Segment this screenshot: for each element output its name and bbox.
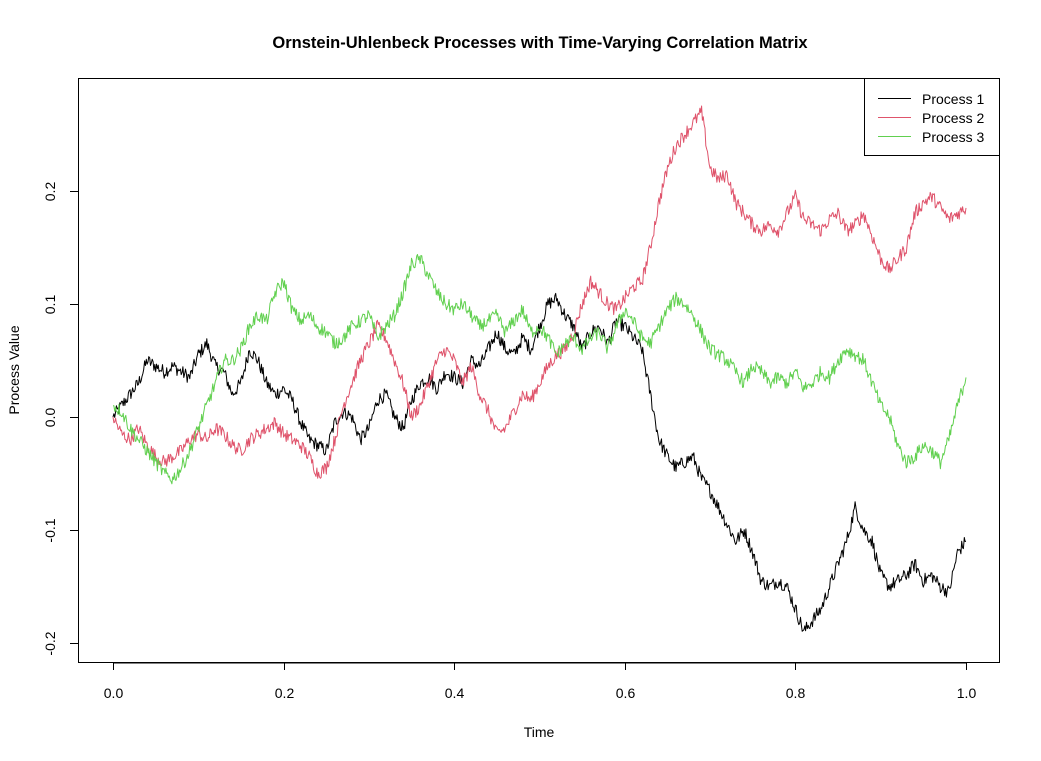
y-tick-label: -0.1: [42, 518, 58, 542]
y-tick-label: 0.0: [42, 408, 58, 428]
series-line-process-2: [112, 105, 967, 479]
x-tick-label: 0.8: [786, 685, 806, 701]
legend-label-process-3: Process 3: [922, 129, 984, 145]
chart-title: Ornstein-Uhlenbeck Processes with Time-V…: [272, 34, 808, 52]
series-line-process-3: [113, 254, 967, 485]
legend[interactable]: Process 1 Process 2 Process 3: [864, 78, 1000, 156]
y-axis: -0.2 -0.1 0.0 0.1 0.2: [42, 182, 79, 656]
legend-label-process-2: Process 2: [922, 110, 984, 126]
x-axis-label: Time: [524, 724, 555, 740]
y-axis-label: Process Value: [6, 325, 22, 414]
x-tick-label: 1.0: [957, 685, 977, 701]
x-axis: 0.0 0.2 0.4 0.6 0.8 1.0: [104, 662, 977, 701]
x-tick-label: 0.0: [104, 685, 124, 701]
x-tick-label: 0.2: [275, 685, 295, 701]
y-tick-label: -0.2: [42, 631, 58, 655]
series-lines: [112, 105, 967, 632]
x-tick-label: 0.6: [616, 685, 636, 701]
y-tick-label: 0.1: [42, 295, 58, 315]
x-tick-label: 0.4: [445, 685, 465, 701]
y-tick-label: 0.2: [42, 182, 58, 202]
series-line-process-1: [112, 292, 967, 632]
plot-frame: [78, 78, 1000, 663]
legend-label-process-1: Process 1: [922, 91, 984, 107]
